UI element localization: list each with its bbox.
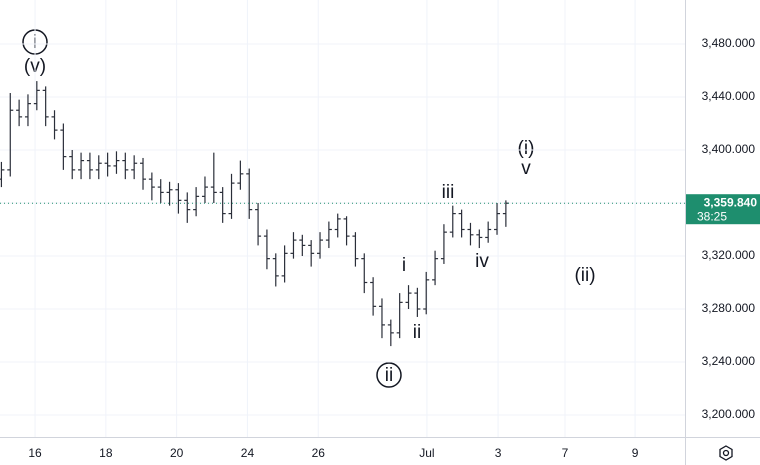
bar [334, 213, 341, 238]
bar [405, 285, 412, 310]
bar [246, 168, 253, 219]
bar [378, 298, 385, 339]
bar [440, 224, 447, 264]
bar [33, 81, 40, 111]
bar [449, 205, 456, 238]
y-tick-label: 3,480.000 [702, 36, 756, 50]
bar [210, 152, 217, 203]
x-tick-label: 18 [99, 446, 113, 460]
bar [78, 152, 85, 180]
bar [69, 149, 76, 180]
y-tick-label: 3,280.000 [702, 301, 756, 315]
bar [396, 293, 403, 339]
bar [237, 160, 244, 190]
bar [166, 181, 173, 206]
wave-label: i [402, 255, 406, 276]
bar [7, 93, 14, 177]
bar [86, 152, 93, 180]
bar [502, 200, 509, 227]
last-price-box [686, 194, 760, 225]
bar [317, 232, 324, 259]
bar [281, 245, 288, 283]
bar [131, 155, 138, 180]
settings-icon[interactable] [719, 445, 733, 461]
bar [219, 187, 226, 223]
y-tick-label: 3,240.000 [702, 354, 756, 368]
bar [458, 209, 465, 238]
bar [104, 152, 111, 177]
bar [122, 152, 129, 180]
x-tick-label: Jul [419, 446, 434, 460]
settings-icon-dot[interactable] [722, 449, 730, 457]
bar [263, 229, 270, 270]
bar [24, 94, 31, 127]
last-price-label: 3,359.840 [704, 195, 758, 209]
x-tick-label: 9 [632, 446, 639, 460]
x-tick-label: 26 [312, 446, 326, 460]
bar [467, 222, 474, 246]
bar [60, 123, 67, 170]
bar [370, 277, 377, 316]
bar [361, 253, 368, 294]
bar [157, 179, 164, 203]
wave-label: ii [413, 322, 421, 343]
x-tick-label: 3 [495, 446, 502, 460]
bar [16, 99, 23, 127]
bar [414, 287, 421, 317]
x-tick-label: 16 [28, 446, 42, 460]
bar [51, 110, 58, 140]
wave-label: v [521, 158, 531, 179]
countdown: 38:25 [697, 209, 727, 223]
bar [476, 229, 483, 249]
bar [325, 221, 332, 249]
bar [42, 86, 49, 127]
bar [193, 187, 200, 217]
bar [308, 240, 315, 267]
bar [272, 253, 279, 287]
bar [201, 176, 208, 203]
circle-marker [376, 362, 402, 388]
x-tick-label: 20 [170, 446, 184, 460]
bar [175, 183, 182, 214]
wave-label: (i) [518, 138, 535, 159]
bar [352, 232, 359, 267]
y-tick-label: 3,440.000 [702, 89, 756, 103]
bar [95, 155, 102, 180]
bar [0, 161, 5, 188]
x-tick-label: 24 [241, 446, 255, 460]
y-tick-label: 3,200.000 [702, 407, 756, 421]
bar [494, 202, 501, 235]
y-tick-label: 3,320.000 [702, 248, 756, 262]
bar [184, 192, 191, 223]
bar [387, 319, 394, 347]
bar [423, 271, 430, 315]
wave-label: (ii) [574, 265, 595, 286]
bar [432, 250, 439, 286]
bar [485, 221, 492, 243]
bar [148, 172, 155, 201]
bar [113, 151, 120, 174]
x-tick-label: 7 [562, 446, 569, 460]
wave-label: ii [385, 365, 393, 386]
wave-label: iv [475, 251, 489, 272]
bar [290, 232, 297, 259]
y-tick-label: 3,400.000 [702, 142, 756, 156]
settings-icon-shape[interactable] [719, 445, 733, 461]
bar [343, 216, 350, 246]
bar [255, 202, 262, 246]
bar [299, 234, 306, 256]
bar [140, 157, 147, 190]
bar [228, 173, 235, 219]
wave-label: iii [442, 182, 455, 203]
